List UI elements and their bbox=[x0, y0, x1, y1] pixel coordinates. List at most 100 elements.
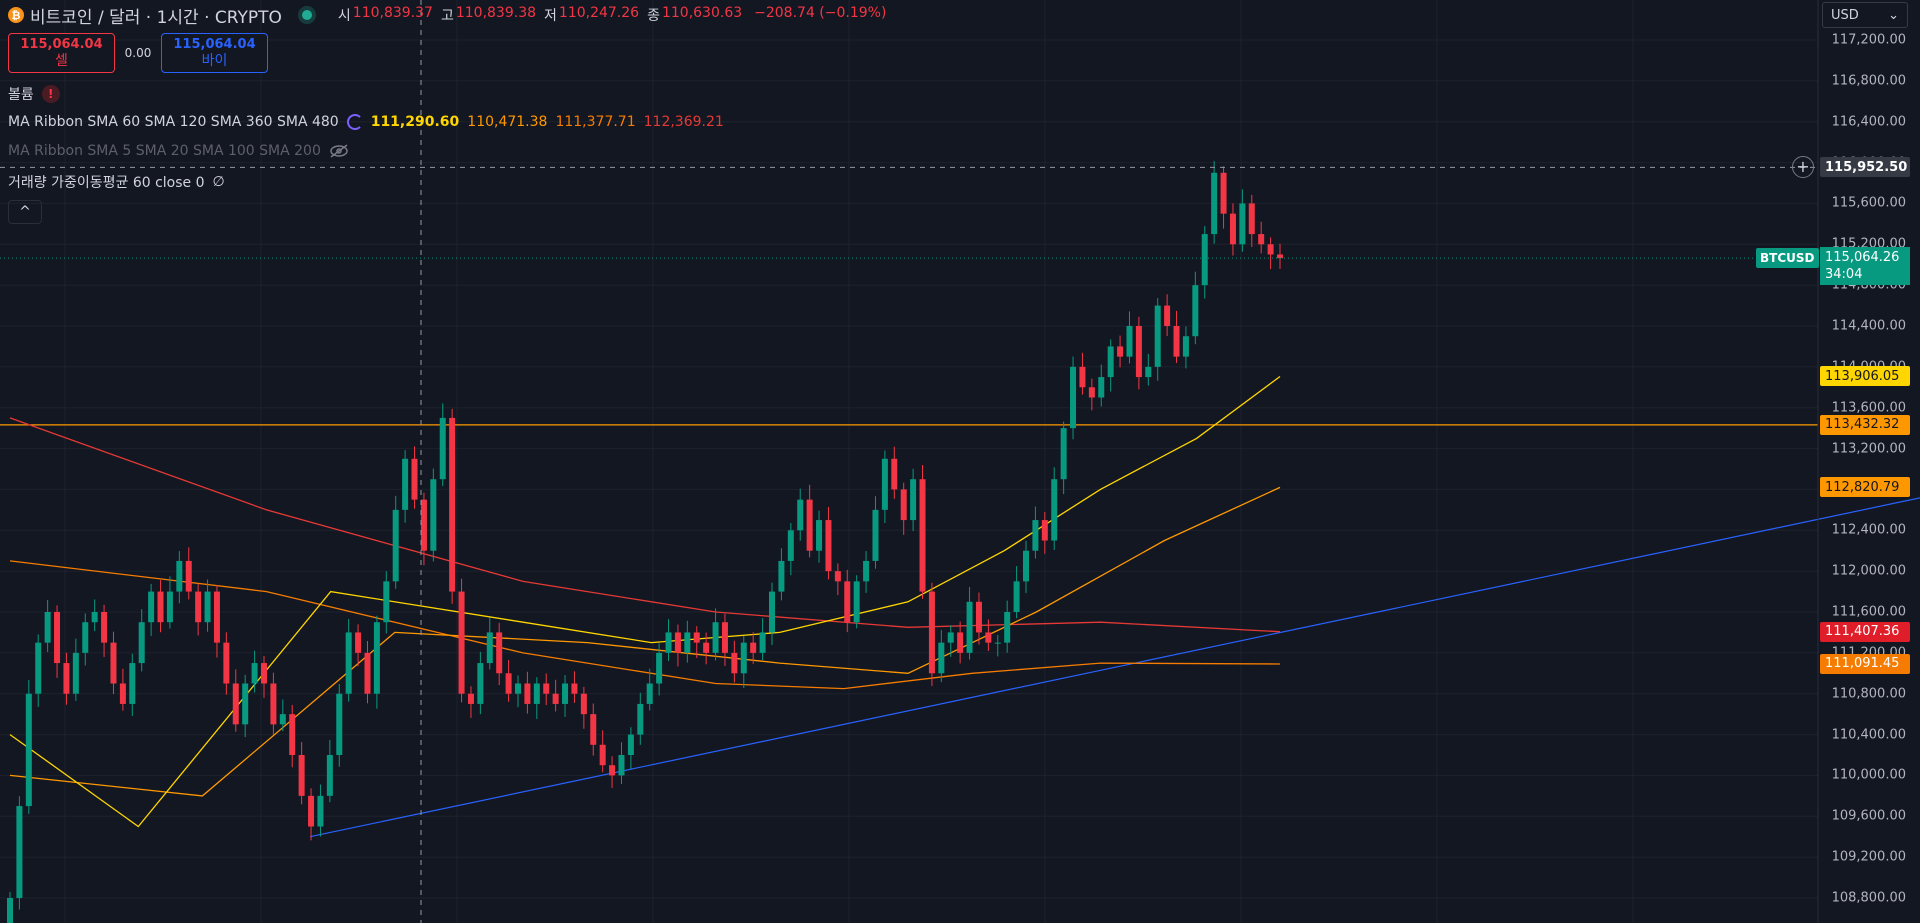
candle-body bbox=[806, 499, 813, 551]
candle-body bbox=[101, 612, 108, 643]
sma480-price-label: 111,407.36 bbox=[1820, 621, 1910, 642]
candle-body bbox=[1041, 520, 1048, 541]
candle-body bbox=[157, 591, 164, 623]
candle-body bbox=[985, 632, 992, 643]
candle-body bbox=[853, 581, 860, 623]
price-tick-label: 110,800.00 bbox=[1831, 686, 1906, 702]
bitcoin-icon: ₿ bbox=[8, 7, 24, 23]
candle-body bbox=[1267, 244, 1274, 255]
candle-body bbox=[881, 458, 888, 510]
add-alert-icon[interactable]: + bbox=[1792, 156, 1814, 179]
candle-body bbox=[270, 683, 277, 725]
candle-body bbox=[317, 795, 324, 827]
candle-body bbox=[759, 632, 766, 653]
candle-body bbox=[947, 632, 954, 643]
ma-ribbon-indicator[interactable]: MA Ribbon SMA 60 SMA 120 SMA 360 SMA 480… bbox=[8, 114, 724, 130]
price-tick-label: 116,400.00 bbox=[1831, 114, 1906, 130]
eye-off-icon[interactable] bbox=[329, 144, 349, 158]
volume-indicator[interactable]: 볼륨 ! bbox=[8, 84, 60, 104]
candle-body bbox=[35, 642, 42, 694]
candle-body bbox=[1070, 366, 1077, 429]
current-price-value: 115,064.26 bbox=[1825, 250, 1900, 266]
candle-body bbox=[166, 591, 173, 623]
volume-label: 볼륨 bbox=[8, 87, 34, 103]
candle-body bbox=[1229, 213, 1236, 245]
candle-body bbox=[496, 632, 503, 674]
candle-body bbox=[54, 612, 61, 664]
symbol-title[interactable]: 비트코인 / 달러 · 1시간 · CRYPTO bbox=[30, 7, 282, 28]
candle-body bbox=[1164, 305, 1171, 326]
candle-body bbox=[656, 652, 663, 684]
candle-body bbox=[1117, 346, 1124, 357]
candle-body bbox=[25, 693, 32, 807]
sell-price: 115,064.04 bbox=[20, 37, 103, 52]
candle-body bbox=[1051, 479, 1058, 541]
candle-body bbox=[684, 632, 691, 653]
price-tick-label: 113,200.00 bbox=[1831, 441, 1906, 457]
open-value: 110,839.37 bbox=[352, 5, 433, 21]
sma480-legend-value: 112,369.21 bbox=[643, 114, 724, 130]
candle-body bbox=[891, 458, 898, 490]
candle-body bbox=[1135, 326, 1142, 378]
sell-button[interactable]: 115,064.04 셀 bbox=[8, 33, 115, 73]
market-status-icon[interactable] bbox=[301, 10, 312, 20]
candle-body bbox=[1201, 234, 1208, 286]
candle-body bbox=[1079, 366, 1086, 388]
candle-body bbox=[458, 591, 465, 694]
candle-body bbox=[731, 652, 738, 674]
candle-body bbox=[1277, 254, 1283, 259]
candle-body bbox=[467, 693, 474, 704]
candle-body bbox=[872, 509, 879, 561]
price-tick-label: 109,600.00 bbox=[1831, 808, 1906, 824]
ma-ribbon2-indicator[interactable]: MA Ribbon SMA 5 SMA 20 SMA 100 SMA 200 bbox=[8, 143, 349, 159]
candle-body bbox=[44, 612, 51, 643]
sma60-legend-value: 111,290.60 bbox=[370, 114, 460, 130]
currency-select[interactable]: USD ⌄ bbox=[1822, 2, 1908, 28]
countdown-timer: 34:04 bbox=[1825, 267, 1863, 283]
candle-body bbox=[430, 479, 437, 551]
candle-body bbox=[590, 714, 597, 745]
buy-button[interactable]: 115,064.04 바이 bbox=[161, 33, 268, 73]
vwma-indicator[interactable]: 거래량 가중이동평균 60 close 0 ∅ bbox=[8, 172, 225, 192]
vwma-label: 거래량 가중이동평균 60 close 0 bbox=[8, 175, 205, 191]
change-value: −208.74 (−0.19%) bbox=[754, 5, 887, 21]
candle-body bbox=[703, 642, 710, 653]
candle-body bbox=[261, 663, 267, 684]
candle-body bbox=[515, 683, 521, 694]
candle-body bbox=[298, 755, 305, 796]
collapse-indicators-button[interactable]: ^ bbox=[8, 200, 42, 224]
candle-body bbox=[900, 489, 907, 521]
high-label: 고 bbox=[440, 8, 454, 24]
symbol-header: ₿ 비트코인 / 달러 · 1시간 · CRYPTO 시 110,839.37 고… bbox=[8, 4, 887, 28]
warning-icon[interactable]: ! bbox=[41, 85, 60, 103]
candle-body bbox=[825, 520, 832, 572]
candle-body bbox=[778, 560, 785, 592]
hline-price-label: 113,432.32 bbox=[1820, 414, 1910, 435]
candle-body bbox=[1032, 520, 1039, 551]
candle-body bbox=[204, 591, 211, 623]
candle-body bbox=[185, 560, 192, 592]
candle-body bbox=[693, 632, 700, 643]
candle-body bbox=[119, 683, 126, 704]
candle-body bbox=[195, 591, 202, 623]
candle-body bbox=[223, 642, 230, 684]
candle-body bbox=[7, 898, 13, 923]
candle-body bbox=[138, 622, 145, 664]
candle-body bbox=[928, 591, 935, 674]
candle-body bbox=[213, 591, 220, 643]
candle-body bbox=[571, 683, 578, 694]
candle-body bbox=[1173, 326, 1180, 357]
sell-label: 셀 bbox=[55, 53, 68, 69]
low-value: 110,247.26 bbox=[558, 5, 640, 21]
candle-body bbox=[957, 632, 964, 653]
candle-body bbox=[637, 703, 644, 735]
candle-body bbox=[863, 560, 870, 582]
candle-body bbox=[364, 652, 371, 694]
candle-body bbox=[373, 622, 380, 694]
price-axis[interactable]: 117,200.00116,800.00116,400.00116,000.00… bbox=[1818, 0, 1920, 923]
candle-body bbox=[477, 663, 484, 704]
refresh-icon[interactable] bbox=[346, 114, 363, 130]
candle-body bbox=[439, 417, 446, 480]
candle-body bbox=[326, 755, 333, 796]
